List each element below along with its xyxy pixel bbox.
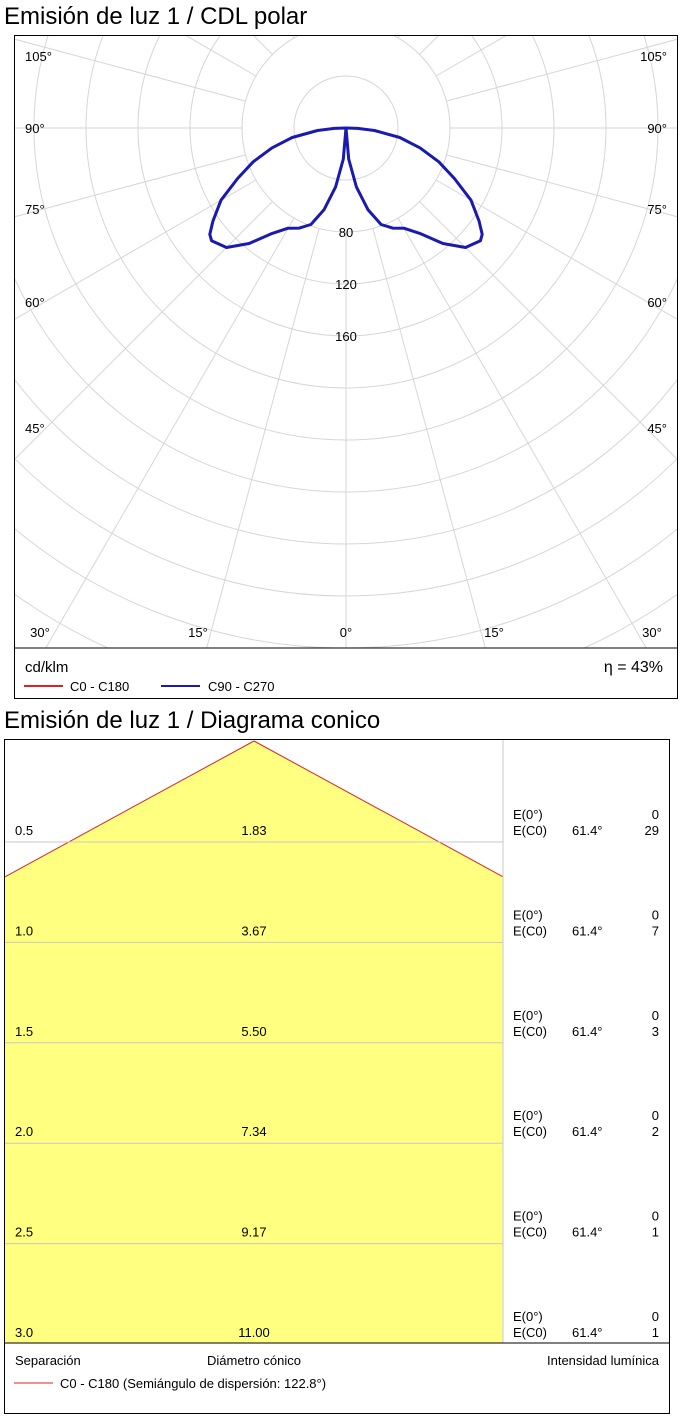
e0-label: E(0°) — [513, 907, 543, 922]
ec0-value: 1 — [652, 1225, 659, 1240]
angle-label: 0° — [340, 625, 352, 640]
diameter-value: 11.00 — [238, 1325, 270, 1340]
diameter-value: 5.50 — [241, 1024, 266, 1039]
radial-tick-label: 160 — [335, 329, 357, 344]
angle-label: 45° — [647, 421, 667, 436]
ec0-label: E(C0) — [513, 823, 547, 838]
ec0-label: E(C0) — [513, 923, 547, 938]
polar-grid-spoke — [15, 201, 273, 460]
angle-value: 61.4° — [572, 1124, 603, 1139]
e0-label: E(0°) — [513, 807, 543, 822]
ec0-value: 1 — [652, 1325, 659, 1340]
ec0-value: 2 — [652, 1124, 659, 1139]
angle-label: 60° — [647, 295, 667, 310]
polar-grid-spoke — [419, 36, 439, 55]
polar-grid-spoke — [253, 36, 273, 55]
intensity-header: Intensidad lumínica — [547, 1353, 660, 1368]
diameter-value: 1.83 — [241, 823, 266, 838]
diameter-value: 3.67 — [241, 923, 266, 938]
angle-label: 45° — [25, 421, 45, 436]
cone-edge-right — [253, 740, 504, 878]
e0-value: 0 — [652, 907, 659, 922]
separation-value: 1.0 — [15, 923, 33, 938]
angle-label: 30° — [642, 625, 662, 640]
polar-grid-spoke — [206, 228, 320, 648]
separation-value: 2.5 — [15, 1225, 33, 1240]
separation-value: 3.0 — [15, 1325, 33, 1340]
e0-value: 0 — [652, 1008, 659, 1023]
polar-grid-spoke — [446, 154, 677, 218]
ec0-value: 7 — [652, 923, 659, 938]
angle-value: 61.4° — [572, 823, 603, 838]
cone-legend-label: C0 - C180 (Semiángulo de dispersión: 122… — [60, 1376, 326, 1391]
angle-label: 90° — [647, 121, 667, 136]
polar-grid-spoke — [397, 217, 647, 648]
angle-value: 61.4° — [572, 1024, 603, 1039]
separation-value: 1.5 — [15, 1024, 33, 1039]
polar-grid-spoke — [292, 36, 295, 39]
angle-value: 61.4° — [572, 1325, 603, 1340]
angle-label: 75° — [647, 202, 667, 217]
polar-grid-spoke — [419, 201, 677, 460]
legend-c90-label: C90 - C270 — [208, 679, 274, 694]
angle-value: 61.4° — [572, 923, 603, 938]
e0-value: 0 — [652, 1108, 659, 1123]
separation-value: 0.5 — [15, 823, 33, 838]
radial-tick-label: 80 — [339, 225, 353, 240]
separation-header: Separación — [15, 1353, 81, 1368]
ec0-value: 3 — [652, 1024, 659, 1039]
radial-tick-label: 120 — [335, 277, 357, 292]
e0-label: E(0°) — [513, 1008, 543, 1023]
polar-grid-circle — [293, 75, 399, 181]
diameter-value: 9.17 — [241, 1225, 266, 1240]
polar-grid-spoke — [15, 38, 246, 102]
polar-grid-spoke — [446, 38, 677, 102]
polar-grid-spoke — [15, 179, 257, 320]
unit-label: cd/klm — [25, 659, 68, 676]
diameter-value: 7.34 — [241, 1124, 266, 1139]
ec0-label: E(C0) — [513, 1325, 547, 1340]
ec0-label: E(C0) — [513, 1225, 547, 1240]
diameter-header: Diámetro cónico — [207, 1353, 301, 1368]
e0-label: E(0°) — [513, 1309, 543, 1324]
polar-grid-spoke — [15, 154, 246, 218]
cone-diagram-frame: 0.5 1.83 E(0°) E(C0) 61.4° 0 29 1.0 3.67 E(0°) E(C… — [4, 739, 670, 1414]
e0-value: 0 — [652, 1209, 659, 1224]
polar-chart-title: Emisión de luz 1 / CDL polar — [4, 3, 308, 30]
polar-grid-spoke — [372, 228, 486, 648]
e0-value: 0 — [652, 807, 659, 822]
polar-grid-spoke — [435, 179, 677, 320]
legend-c0-label: C0 - C180 — [70, 679, 129, 694]
cone-edge-left — [5, 740, 255, 878]
series-c90-right-curve — [344, 126, 484, 249]
polar-chart-frame: 80 120 160 105° 105° 90° 90° 75° 75° 60° 60° 45° 45°… — [14, 35, 678, 699]
e0-label: E(0°) — [513, 1108, 543, 1123]
cone-fill-area — [5, 741, 503, 1343]
ec0-label: E(C0) — [513, 1124, 547, 1139]
angle-value: 61.4° — [572, 1225, 603, 1240]
polar-chart-svg: 80 120 160 105° 105° 90° 90° 75° 75° 60° 60° 45° 45°… — [15, 36, 677, 694]
series-c90-left-curve — [208, 126, 348, 249]
e0-value: 0 — [652, 1309, 659, 1324]
efficiency-label: η = 43% — [604, 659, 663, 676]
angle-label: 105° — [25, 49, 52, 64]
angle-label: 30° — [30, 625, 50, 640]
angle-label: 90° — [25, 121, 45, 136]
polar-grid-spoke — [45, 217, 295, 648]
e0-label: E(0°) — [513, 1209, 543, 1224]
angle-label: 105° — [640, 49, 667, 64]
angle-label: 75° — [25, 202, 45, 217]
cone-diagram-title: Emisión de luz 1 / Diagrama conico — [4, 707, 381, 734]
angle-label: 15° — [484, 625, 504, 640]
separation-value: 2.0 — [15, 1124, 33, 1139]
angle-label: 60° — [25, 295, 45, 310]
polar-grid-spoke — [397, 36, 400, 39]
angle-label: 15° — [188, 625, 208, 640]
ec0-value: 29 — [645, 823, 659, 838]
ec0-label: E(C0) — [513, 1024, 547, 1039]
